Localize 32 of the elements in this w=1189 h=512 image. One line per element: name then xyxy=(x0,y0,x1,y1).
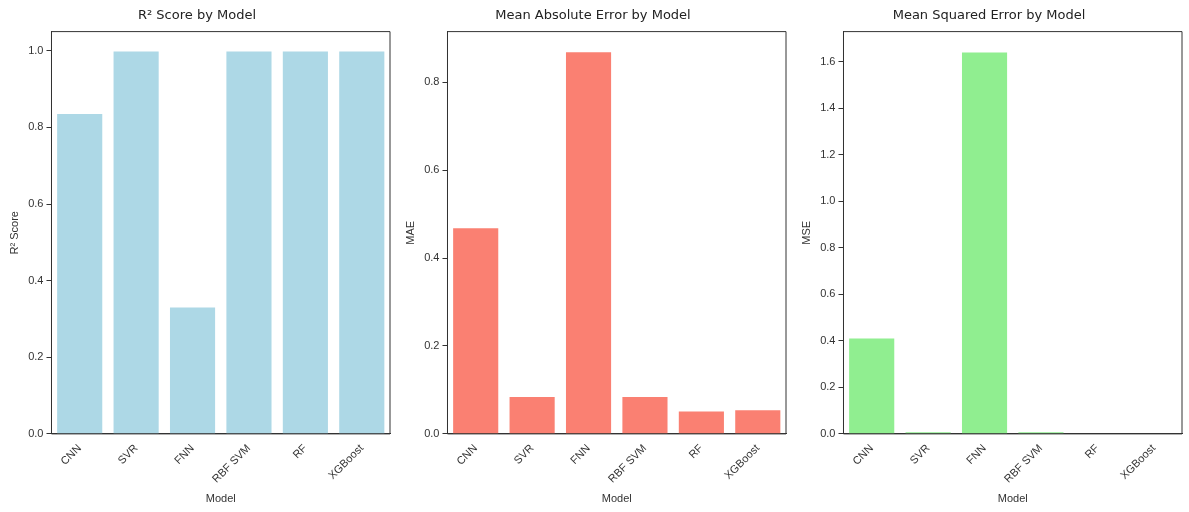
y-tick-label: 0.2 xyxy=(28,350,44,363)
x-axis-title: Model xyxy=(205,492,236,505)
y-tick-label: 1.0 xyxy=(28,43,44,56)
y-tick-label: 0.8 xyxy=(820,240,836,253)
chart-title: Mean Absolute Error by Model xyxy=(495,7,691,23)
y-tick-label: 0.6 xyxy=(424,163,440,176)
y-tick-label: 1.6 xyxy=(820,54,836,67)
y-axis-title: R² Score xyxy=(7,211,20,255)
y-tick-label: 0.4 xyxy=(28,273,44,286)
chart-title: Mean Squared Error by Model xyxy=(892,7,1086,23)
y-tick-label: 0.0 xyxy=(28,426,44,439)
x-tick-label: RF xyxy=(1082,441,1102,461)
x-tick-label: RF xyxy=(686,441,706,461)
y-tick-label: 0.6 xyxy=(28,197,44,210)
y-tick-label: 0.6 xyxy=(820,287,836,300)
y-tick-label: 0.4 xyxy=(424,251,440,264)
y-tick-label: 0.0 xyxy=(424,426,440,439)
chart-title: R² Score by Model xyxy=(137,7,257,23)
y-axis-title: MSE xyxy=(799,220,812,245)
y-axis-title: MAE xyxy=(403,220,416,245)
y-tick-label: 1.2 xyxy=(820,147,836,160)
x-axis-title: Model xyxy=(601,492,632,505)
y-tick-label: 0.8 xyxy=(28,120,44,133)
y-tick-label: 1.4 xyxy=(820,101,836,114)
y-tick-label: 0.8 xyxy=(424,75,440,88)
x-tick-label: RF xyxy=(290,441,310,461)
y-tick-label: 0.2 xyxy=(424,338,440,351)
x-axis-title: Model xyxy=(997,492,1028,505)
y-tick-label: 0.0 xyxy=(820,426,836,439)
y-tick-label: 0.4 xyxy=(820,333,836,346)
y-tick-label: 0.2 xyxy=(820,380,836,393)
y-tick-label: 1.0 xyxy=(820,194,836,207)
